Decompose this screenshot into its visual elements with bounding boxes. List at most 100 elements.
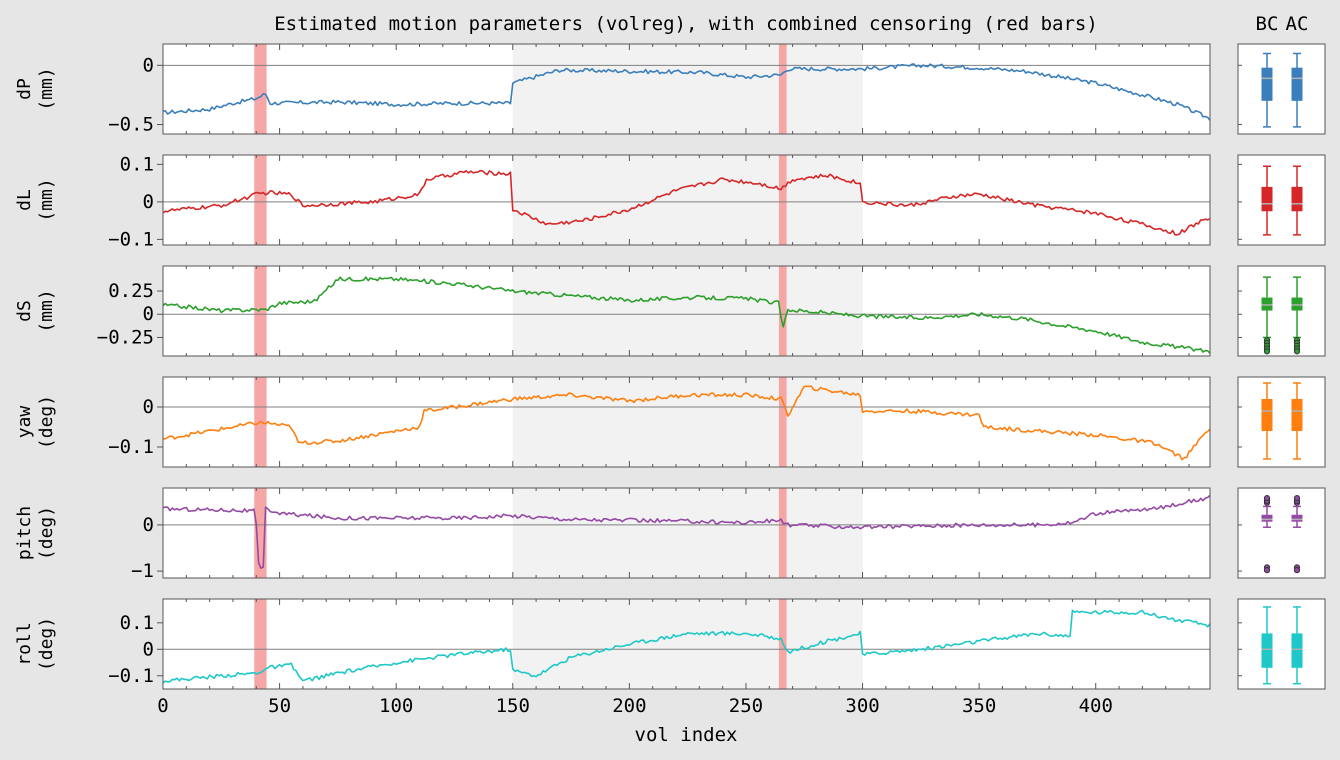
x-tick-label-1: 50 — [268, 695, 291, 717]
boxplot-bc-pitch — [1261, 495, 1273, 574]
plot-frame-dS — [162, 265, 1211, 357]
y-tick-label-dP-0: −0.5 — [108, 114, 154, 136]
boxplot-area-pitch — [1237, 487, 1326, 579]
y-tick-label-pitch-0: −1 — [131, 560, 154, 582]
panel-pitch: −1 0 pitch(deg) — [14, 487, 1326, 582]
boxplot-area-yaw — [1237, 376, 1326, 468]
plot-frame-roll — [162, 598, 1211, 690]
boxplot-area-roll — [1237, 598, 1326, 690]
run-band-dL-0 — [512, 155, 863, 245]
y-tick-label-yaw-0: −0.1 — [108, 436, 154, 458]
boxplot-outlier — [1293, 348, 1301, 355]
y-tick-label-yaw-1: 0 — [143, 396, 154, 418]
boxplot-box — [1261, 514, 1273, 522]
censor-bar-dL-1 — [778, 155, 787, 245]
series-line-dL — [162, 169, 1211, 236]
series-line-dP — [162, 63, 1211, 121]
y-axis-label-pitch: pitch(deg) — [14, 506, 57, 560]
run-band-dS-0 — [512, 266, 863, 356]
boxplot-ac-yaw — [1291, 382, 1303, 460]
boxplot-box — [1291, 186, 1303, 212]
x-tick-label-7: 350 — [962, 695, 996, 717]
boxplot-outlier — [1263, 495, 1271, 502]
boxplot-box — [1291, 633, 1303, 668]
boxplot-bc-roll — [1261, 606, 1273, 685]
run-band-dP-0 — [512, 44, 863, 134]
boxplot-box — [1261, 67, 1273, 101]
chart-title: Estimated motion parameters (volreg), wi… — [274, 13, 1098, 35]
panel-dL: −0.1 0 0.1 dL(mm) — [14, 153, 1326, 250]
boxplot-outlier — [1263, 567, 1271, 574]
censor-bar-dS-1 — [778, 266, 787, 356]
boxplot-box — [1291, 297, 1303, 311]
run-band-pitch-0 — [512, 488, 863, 578]
censor-bar-dS-0 — [254, 266, 267, 356]
plot-frame-yaw — [162, 376, 1211, 468]
boxplot-area-dS — [1237, 265, 1326, 357]
y-tick-label-roll-2: 0.1 — [120, 612, 154, 634]
boxplot-outlier — [1293, 495, 1301, 502]
boxplot-label-bc: BC — [1256, 13, 1279, 35]
boxplot-bc-yaw — [1261, 382, 1273, 460]
y-tick-label-dP-1: 0 — [143, 54, 154, 76]
y-axis-label-dS: dS(mm) — [14, 289, 57, 332]
y-axis-label-yaw: yaw(deg) — [14, 395, 57, 449]
boxplot-ac-roll — [1291, 606, 1303, 685]
x-tick-label-8: 400 — [1079, 695, 1113, 717]
censor-bar-pitch-1 — [778, 488, 787, 578]
boxplot-box — [1291, 399, 1303, 431]
boxplot-ac-dP — [1291, 52, 1303, 128]
boxplot-outlier — [1293, 567, 1301, 574]
y-tick-label-dL-1: 0 — [143, 191, 154, 213]
y-axis-label-roll: roll(deg) — [14, 617, 57, 671]
y-tick-label-dL-2: 0.1 — [120, 153, 154, 175]
run-band-yaw-0 — [512, 377, 863, 467]
boxplot-label-ac: AC — [1286, 13, 1309, 35]
y-tick-label-roll-1: 0 — [143, 638, 154, 660]
boxplot-box — [1291, 514, 1303, 522]
censor-bar-dP-1 — [778, 44, 787, 134]
panel-roll: −0.1 0 0.1 roll(deg) — [14, 598, 1326, 690]
boxplot-outlier — [1263, 348, 1271, 355]
series-line-roll — [162, 609, 1211, 684]
y-tick-label-roll-0: −0.1 — [108, 665, 154, 687]
boxplot-area-dL — [1237, 154, 1326, 246]
x-tick-label-0: 0 — [157, 695, 168, 717]
series-line-pitch — [162, 494, 1211, 570]
x-tick-label-3: 150 — [496, 695, 530, 717]
censor-bar-roll-0 — [254, 599, 267, 689]
boxplot-box — [1261, 186, 1273, 212]
y-tick-label-dS-0: −0.25 — [97, 326, 154, 348]
boxplot-ac-pitch — [1291, 495, 1303, 574]
y-axis-label-dP: dP(mm) — [14, 67, 57, 110]
y-tick-label-dL-0: −0.1 — [108, 228, 154, 250]
y-tick-label-dS-2: 0.25 — [108, 280, 154, 302]
boxplot-ac-dL — [1291, 165, 1303, 236]
boxplot-bc-dL — [1261, 165, 1273, 236]
panel-dP: −0.5 0 dP(mm) — [14, 43, 1326, 136]
x-tick-label-5: 250 — [729, 695, 763, 717]
y-axis-label-dL: dL(mm) — [14, 178, 57, 221]
plot-frame-dP — [162, 43, 1211, 135]
censor-bar-yaw-1 — [778, 377, 787, 467]
boxplot-bc-dS — [1261, 276, 1273, 355]
x-tick-label-2: 100 — [379, 695, 413, 717]
boxplot-bc-dP — [1261, 52, 1273, 128]
boxplot-area-dP — [1237, 43, 1326, 135]
x-tick-label-6: 300 — [845, 695, 879, 717]
x-axis-label: vol index — [635, 724, 738, 746]
boxplot-box — [1291, 67, 1303, 101]
censor-bar-dL-0 — [254, 155, 267, 245]
y-tick-label-pitch-1: 0 — [143, 514, 154, 536]
boxplot-ac-dS — [1291, 276, 1303, 355]
series-line-yaw — [162, 385, 1211, 461]
panel-yaw: −0.1 0 yaw(deg) — [14, 376, 1326, 468]
boxplot-box — [1261, 399, 1273, 431]
censor-bar-dP-0 — [254, 44, 267, 134]
x-tick-label-4: 200 — [612, 695, 646, 717]
run-band-roll-0 — [512, 599, 863, 689]
boxplot-box — [1261, 297, 1273, 311]
plot-frame-pitch — [162, 487, 1211, 579]
